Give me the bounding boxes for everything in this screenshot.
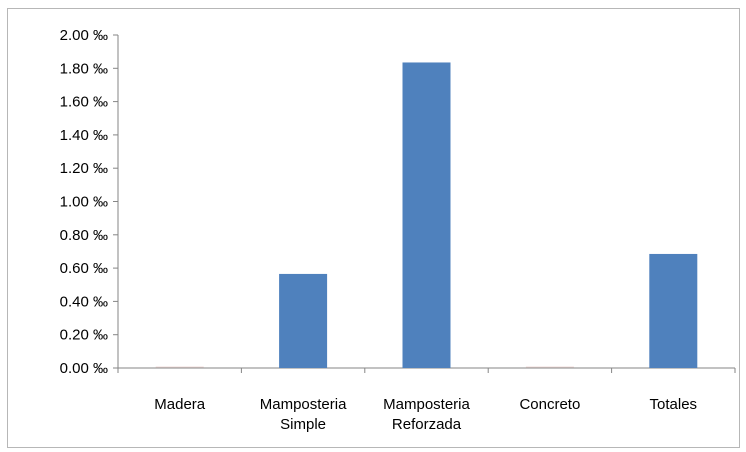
x-category-label: Totales (650, 396, 698, 413)
y-tick-label: 0.40 ‰ (60, 293, 108, 310)
y-tick-label: 0.20 ‰ (60, 327, 108, 344)
y-tick-label: 1.60 ‰ (60, 94, 108, 111)
y-tick-label: 2.00 ‰ (60, 27, 108, 44)
y-tick-label: 1.40 ‰ (60, 127, 108, 144)
y-tick-label: 1.00 ‰ (60, 194, 108, 211)
x-category-label: Mamposteria (260, 396, 347, 413)
chart-frame (7, 8, 740, 448)
y-tick-label: 1.20 ‰ (60, 160, 108, 177)
bar (402, 62, 451, 368)
y-tick-label: 0.80 ‰ (60, 227, 108, 244)
y-tick-label: 0.60 ‰ (60, 260, 108, 277)
x-category-label: Mamposteria (383, 396, 470, 413)
y-tick-label: 0.00 ‰ (60, 360, 108, 377)
x-category-label: Reforzada (392, 416, 462, 433)
bar (279, 273, 328, 368)
x-category-label: Concreto (519, 396, 580, 413)
y-tick-label: 1.80 ‰ (60, 60, 108, 77)
x-category-label: Simple (280, 416, 326, 433)
bar (649, 253, 698, 368)
x-category-label: Madera (154, 396, 206, 413)
